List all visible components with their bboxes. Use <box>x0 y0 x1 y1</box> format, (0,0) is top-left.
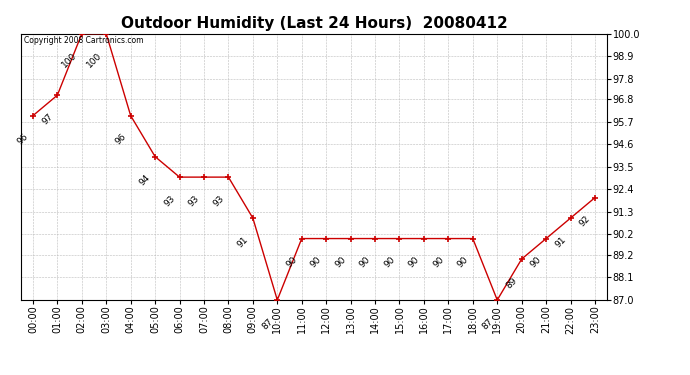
Text: 93: 93 <box>162 194 177 208</box>
Text: 96: 96 <box>16 132 30 147</box>
Text: 94: 94 <box>138 173 152 188</box>
Text: 97: 97 <box>40 112 55 126</box>
Text: 90: 90 <box>406 255 421 270</box>
Text: 90: 90 <box>431 255 446 270</box>
Text: 92: 92 <box>578 214 592 229</box>
Text: 87: 87 <box>480 316 495 331</box>
Text: 90: 90 <box>309 255 324 270</box>
Text: 93: 93 <box>211 194 226 208</box>
Text: 90: 90 <box>284 255 299 270</box>
Text: 90: 90 <box>333 255 348 270</box>
Text: 90: 90 <box>382 255 397 270</box>
Text: 100: 100 <box>61 50 79 69</box>
Text: 93: 93 <box>187 194 201 208</box>
Title: Outdoor Humidity (Last 24 Hours)  20080412: Outdoor Humidity (Last 24 Hours) 2008041… <box>121 16 507 31</box>
Text: 90: 90 <box>358 255 373 270</box>
Text: 87: 87 <box>260 316 275 331</box>
Text: 91: 91 <box>553 235 568 249</box>
Text: 100: 100 <box>85 50 104 69</box>
Text: Copyright 2008 Cartronics.com: Copyright 2008 Cartronics.com <box>23 36 143 45</box>
Text: 96: 96 <box>113 132 128 147</box>
Text: 89: 89 <box>504 276 519 290</box>
Text: 90: 90 <box>529 255 543 270</box>
Text: 90: 90 <box>455 255 470 270</box>
Text: 91: 91 <box>235 235 250 249</box>
